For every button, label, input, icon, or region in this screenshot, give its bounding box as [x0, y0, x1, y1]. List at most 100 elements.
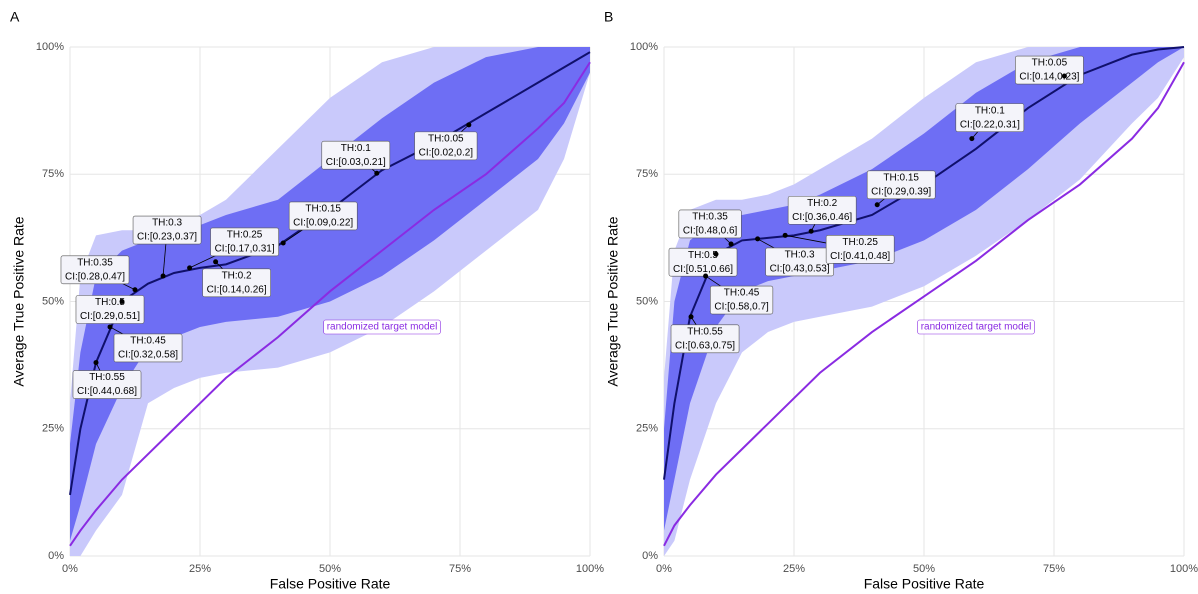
threshold-ci: CI:[0.03,0.21]: [326, 157, 386, 168]
threshold-label: TH:0.1 CI:[0.03,0.21]: [321, 140, 391, 170]
threshold-label: TH:0.35 CI:[0.48,0.6]: [678, 209, 742, 239]
threshold-point: [187, 265, 193, 271]
threshold-label: TH:0.3 CI:[0.43,0.53]: [765, 247, 834, 277]
threshold-box: [787, 195, 857, 225]
threshold-label: TH:0.3 CI:[0.23,0.37]: [132, 215, 202, 245]
threshold-label: TH:0.55 CI:[0.63,0.75]: [670, 324, 740, 354]
threshold-point: [969, 136, 975, 142]
x-tick-label: 100%: [576, 563, 604, 575]
threshold-label: TH:0.2 CI:[0.36,0.46]: [787, 195, 857, 225]
y-tick-label: 100%: [630, 41, 658, 53]
threshold-box: [710, 285, 774, 315]
threshold-ci: CI:[0.23,0.37]: [137, 232, 197, 243]
threshold-name: TH:0.1: [341, 143, 371, 154]
threshold-ci: CI:[0.48,0.6]: [683, 226, 738, 237]
threshold-box: [288, 201, 358, 231]
threshold-box: [668, 247, 738, 277]
x-tick-label: 25%: [189, 563, 211, 575]
x-tick-label: 50%: [913, 563, 935, 575]
threshold-label: TH:0.05 CI:[0.14,0.23]: [1015, 55, 1084, 85]
y-tick-label: 50%: [636, 295, 658, 307]
x-tick-label: 0%: [62, 563, 78, 575]
x-tick-label: 75%: [449, 563, 471, 575]
threshold-point: [688, 314, 694, 320]
x-tick-label: 25%: [783, 563, 805, 575]
threshold-ci: CI:[0.51,0.66]: [673, 264, 733, 275]
threshold-point: [132, 287, 138, 293]
threshold-label: TH:0.05 CI:[0.02,0.2]: [414, 131, 478, 161]
threshold-box: [670, 324, 740, 354]
threshold-box: [955, 103, 1025, 132]
ci-band: [664, 47, 1184, 556]
ci-band: [664, 47, 1184, 531]
threshold-label: TH:0.55 CI:[0.44,0.68]: [72, 370, 142, 399]
threshold-ci: CI:[0.29,0.39]: [871, 186, 931, 197]
threshold-point: [466, 122, 472, 128]
threshold-label: TH:0.5 CI:[0.51,0.66]: [668, 247, 738, 277]
threshold-ci: CI:[0.43,0.53]: [770, 264, 830, 275]
threshold-ci: CI:[0.44,0.68]: [77, 386, 137, 397]
threshold-point: [713, 251, 719, 257]
threshold-name: TH:0.05: [428, 134, 464, 145]
threshold-point: [703, 273, 709, 279]
threshold-box: [210, 227, 279, 257]
series-label-text: randomized target model: [921, 322, 1032, 333]
threshold-box: [113, 333, 183, 363]
threshold-name: TH:0.5: [95, 297, 125, 308]
threshold-name: TH:0.35: [77, 257, 113, 268]
threshold-label: TH:0.15 CI:[0.09,0.22]: [288, 201, 358, 231]
threshold-box: [825, 235, 895, 264]
series-label-text: randomized target model: [327, 322, 438, 333]
threshold-ci: CI:[0.17,0.31]: [215, 244, 275, 255]
threshold-box: [202, 268, 271, 298]
threshold-box: [132, 215, 202, 245]
threshold-point: [1061, 73, 1067, 79]
threshold-ci: CI:[0.63,0.75]: [675, 340, 735, 351]
threshold-name: TH:0.2: [807, 198, 837, 209]
threshold-point: [160, 273, 166, 279]
threshold-label: TH:0.15 CI:[0.29,0.39]: [866, 170, 936, 200]
threshold-ci: CI:[0.22,0.31]: [960, 119, 1020, 130]
threshold-label: TH:0.45 CI:[0.32,0.58]: [113, 333, 183, 363]
series-label: randomized target model: [323, 319, 441, 335]
threshold-ci: CI:[0.28,0.47]: [65, 271, 125, 282]
threshold-label: TH:0.45 CI:[0.58,0.7]: [710, 285, 774, 315]
threshold-ci: CI:[0.09,0.22]: [293, 218, 353, 229]
x-axis-title: False Positive Rate: [270, 576, 391, 592]
threshold-ci: CI:[0.41,0.48]: [830, 251, 890, 262]
x-axis-title: False Positive Rate: [864, 576, 985, 592]
y-axis-title: Average True Positive Rate: [605, 216, 621, 386]
threshold-name: TH:0.55: [89, 372, 125, 383]
y-tick-label: 100%: [36, 41, 64, 53]
threshold-name: TH:0.1: [975, 105, 1005, 116]
threshold-label: TH:0.25 CI:[0.17,0.31]: [210, 227, 279, 257]
threshold-box: [60, 255, 130, 285]
threshold-ci: CI:[0.14,0.23]: [1019, 72, 1079, 83]
threshold-ci: CI:[0.36,0.46]: [792, 212, 852, 223]
threshold-name: TH:0.35: [692, 212, 728, 223]
y-tick-label: 75%: [42, 168, 64, 180]
threshold-name: TH:0.45: [724, 288, 760, 299]
threshold-point: [213, 259, 219, 265]
series-label-box: [323, 319, 441, 335]
threshold-point: [374, 170, 380, 176]
x-tick-label: 75%: [1043, 563, 1065, 575]
threshold-name: TH:0.55: [687, 326, 723, 337]
random-line: [663, 61, 1185, 547]
threshold-name: TH:0.25: [842, 237, 878, 248]
threshold-point: [119, 299, 125, 304]
y-tick-label: 50%: [42, 295, 64, 307]
threshold-name: TH:0.3: [785, 250, 815, 261]
threshold-label: TH:0.25 CI:[0.41,0.48]: [825, 235, 895, 264]
threshold-point: [280, 240, 286, 246]
y-tick-label: 75%: [636, 168, 658, 180]
x-tick-label: 0%: [656, 563, 672, 575]
threshold-ci: CI:[0.58,0.7]: [714, 302, 769, 313]
threshold-name: TH:0.3: [152, 218, 182, 229]
x-tick-label: 50%: [319, 563, 341, 575]
series-label-box: [917, 319, 1035, 335]
threshold-ci: CI:[0.14,0.26]: [207, 284, 267, 295]
threshold-box: [321, 140, 391, 170]
threshold-name: TH:0.45: [130, 336, 166, 347]
